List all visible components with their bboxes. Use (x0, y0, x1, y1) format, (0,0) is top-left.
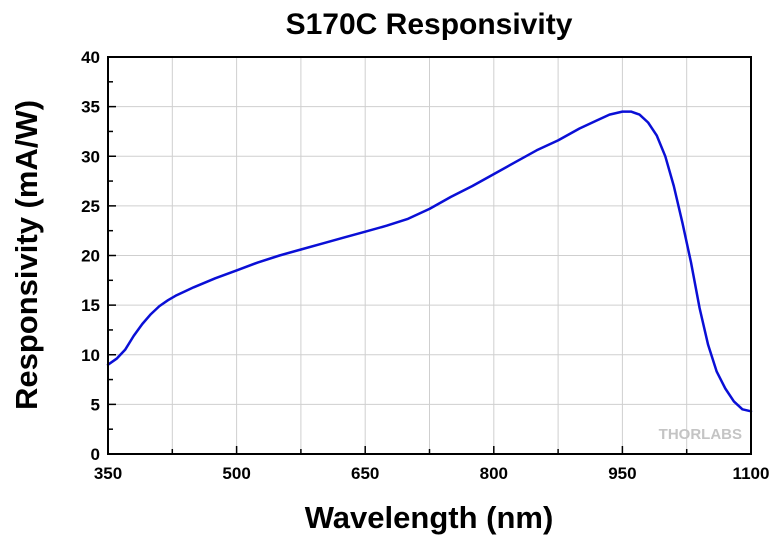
x-tick-label: 800 (480, 464, 508, 483)
x-tick-label: 650 (351, 464, 379, 483)
responsivity-series-line (106, 110, 753, 413)
y-tick-label: 5 (91, 395, 100, 414)
y-tick-label: 30 (81, 147, 100, 166)
chart-title: S170C Responsivity (286, 8, 573, 41)
x-tick-label: 1100 (733, 464, 770, 483)
y-tick-label: 25 (81, 197, 100, 216)
y-tick-label: 15 (81, 296, 100, 315)
y-tick-label: 20 (81, 247, 100, 266)
thorlabs-watermark: THORLABS (659, 426, 742, 443)
axis-ticks: 350 500 650 800 950 1100 0 5 10 15 20 25 30 35 40 (81, 48, 769, 483)
x-tick-label: 950 (608, 464, 636, 483)
x-axis-label: Wavelength (nm) (305, 500, 554, 535)
y-tick-label: 10 (81, 346, 100, 365)
y-tick-label: 40 (81, 48, 100, 67)
x-tick-label: 350 (94, 464, 122, 483)
x-tick-label: 500 (222, 464, 250, 483)
y-tick-label: 0 (91, 445, 100, 464)
y-axis-label: Responsivity (mA/W) (9, 100, 44, 410)
y-tick-label: 35 (81, 98, 100, 117)
grid (108, 57, 751, 454)
